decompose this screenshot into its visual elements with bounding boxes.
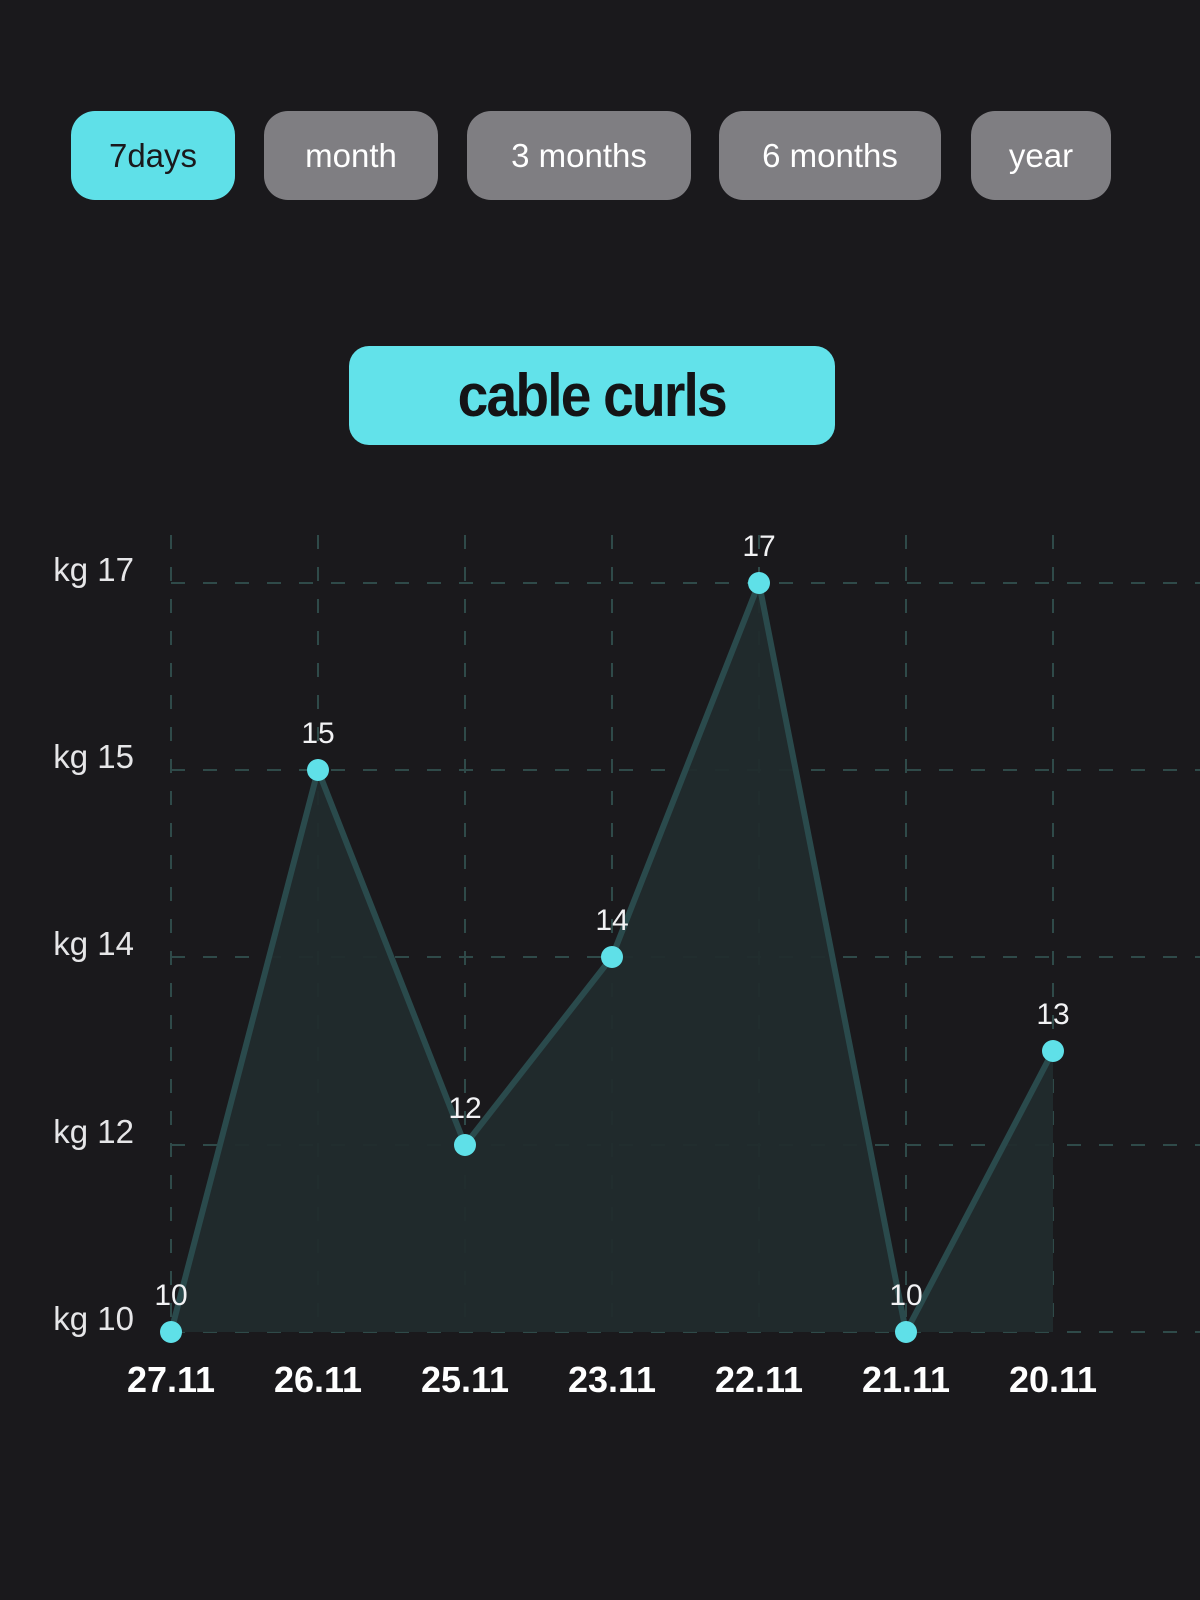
tab-3-months[interactable]: 3 months: [467, 111, 691, 200]
y-axis-label: kg 10: [53, 1300, 134, 1337]
data-label: 13: [1036, 998, 1069, 1031]
tab-year[interactable]: year: [971, 111, 1111, 200]
tab-7days[interactable]: 7days: [71, 111, 235, 200]
data-point: [454, 1134, 476, 1156]
exercise-title-text: cable curls: [457, 362, 728, 429]
data-point: [601, 946, 623, 968]
tab-6-months[interactable]: 6 months: [719, 111, 941, 200]
y-axis-label: kg 14: [53, 925, 134, 962]
y-axis-label: kg 17: [53, 551, 134, 588]
exercise-title: cable curls: [349, 346, 835, 445]
period-selector: 7days month 3 months 6 months year: [0, 111, 1200, 200]
data-label: 15: [301, 717, 334, 750]
weight-progress-chart: kg 10 kg 12 kg 14 kg 15 kg 17 10 15 12 14 17 10 13 2…: [53, 530, 1200, 1400]
data-label: 10: [154, 1279, 187, 1312]
data-point: [307, 759, 329, 781]
x-axis-label: 26.11: [274, 1359, 362, 1400]
x-axis-label: 23.11: [568, 1359, 656, 1400]
x-axis-label: 22.11: [715, 1359, 803, 1400]
data-point: [160, 1321, 182, 1343]
x-axis-label: 27.11: [127, 1359, 215, 1400]
x-axis-label: 21.11: [862, 1359, 950, 1400]
x-axis-label: 20.11: [1009, 1359, 1097, 1400]
data-label: 12: [448, 1092, 481, 1125]
x-axis-label: 25.11: [421, 1359, 509, 1400]
data-label: 10: [889, 1279, 922, 1312]
y-axis-label: kg 15: [53, 738, 134, 775]
data-point: [1042, 1040, 1064, 1062]
data-point: [748, 572, 770, 594]
tab-month[interactable]: month: [264, 111, 438, 200]
data-label: 17: [742, 530, 775, 563]
y-axis-label: kg 12: [53, 1113, 134, 1150]
data-point: [895, 1321, 917, 1343]
data-label: 14: [595, 904, 628, 937]
